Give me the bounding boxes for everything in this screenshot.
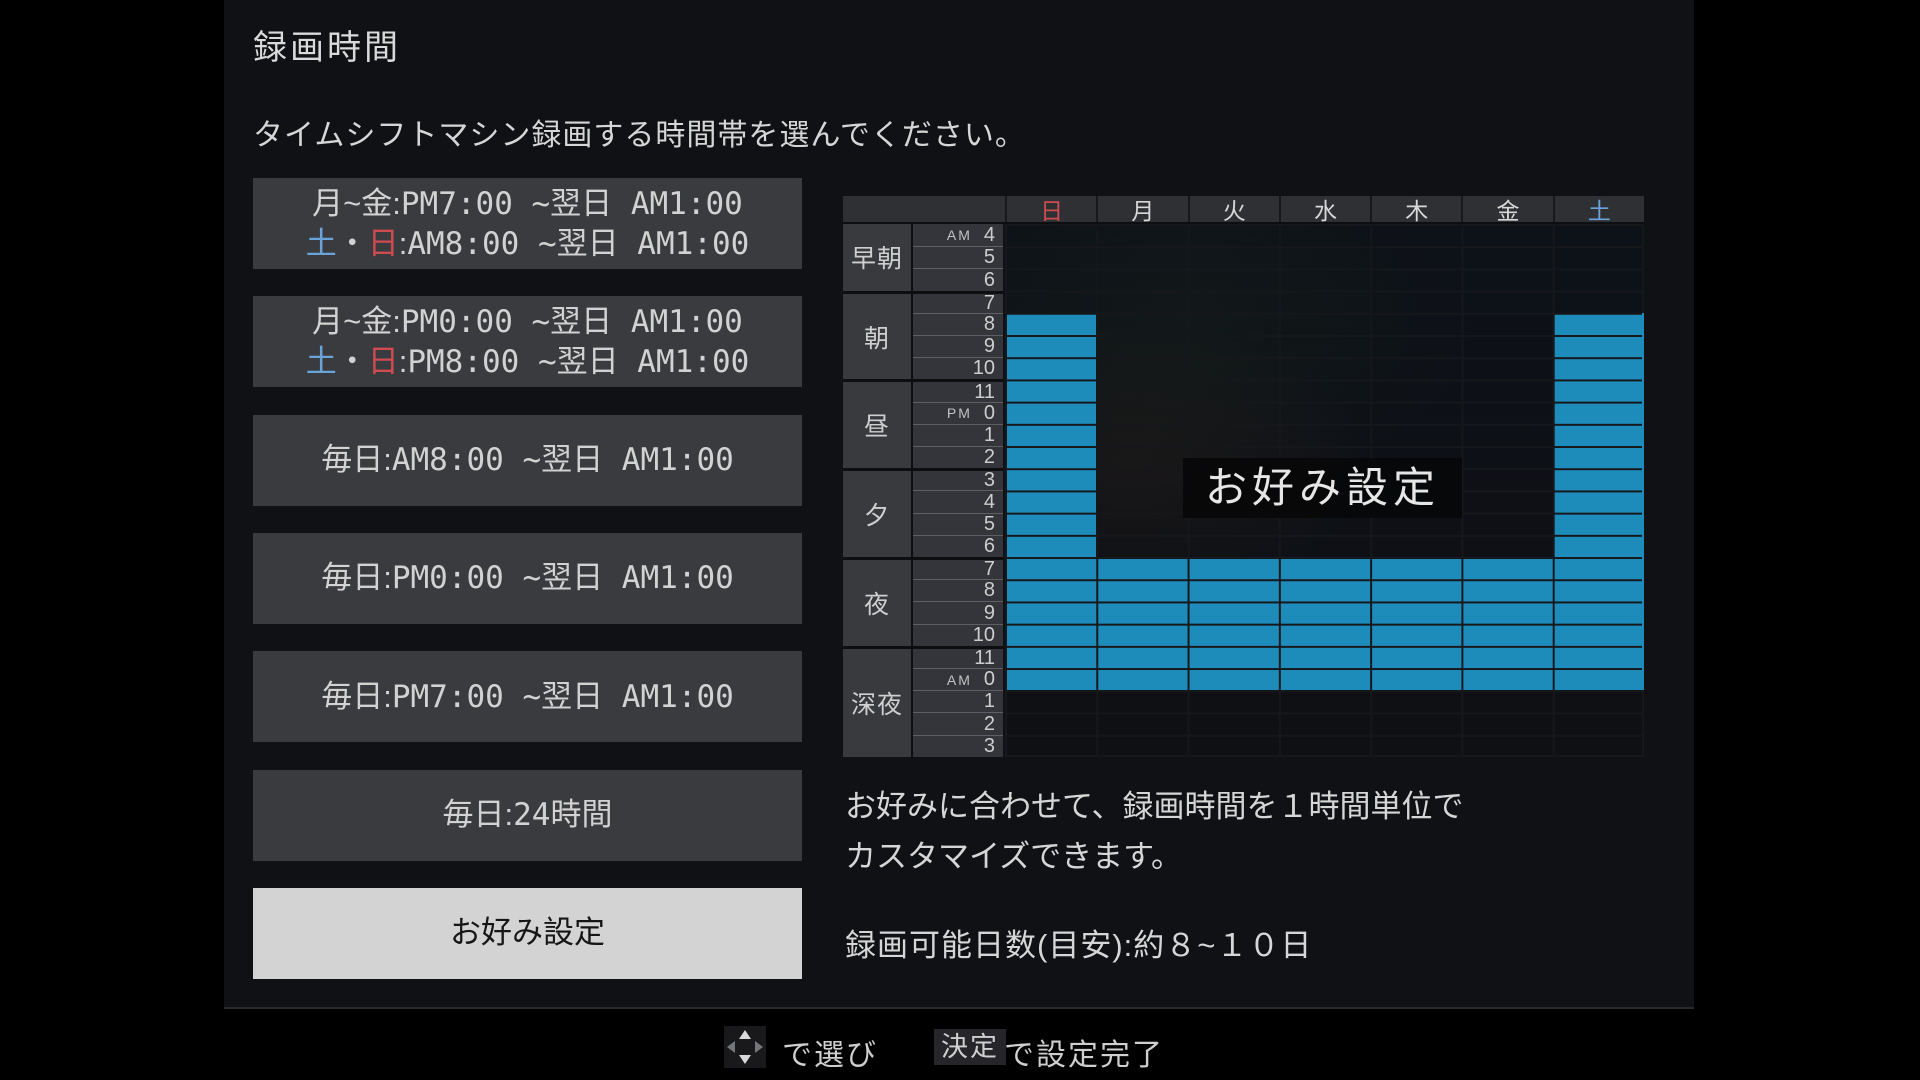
day-header-0: 日: [1005, 196, 1097, 224]
hour-row-label: 6: [913, 534, 1003, 557]
hour-row-label: 2: [913, 446, 1003, 468]
grid-left-columns: 早朝朝昼夕夜深夜 AM 4 5 6 7 8 9 10 11 PM 0 1 2 3 4 5 6 7 8 9 10 11 AM 0…: [843, 224, 1005, 757]
selected-hours-block: [1278, 557, 1371, 691]
hour-row-label: 2: [913, 712, 1003, 735]
customize-description: お好みに合わせて、録画時間を１時間単位で カスタマイズできます。: [845, 782, 1463, 882]
grid-corner-cell: [843, 196, 1005, 222]
hour-row-label: 3: [913, 734, 1003, 757]
complete-hint-label: で設定完了: [1004, 1039, 1164, 1072]
time-section-label: 夕: [843, 468, 911, 557]
meridiem-prefix: PM: [946, 405, 972, 422]
hour-row-label: 3: [913, 468, 1003, 491]
dpad-left-arrow-icon: [727, 1041, 735, 1053]
hour-row-label: 11: [913, 645, 1003, 669]
instruction-text: タイムシフトマシン録画する時間帯を選んでください。: [253, 119, 1026, 152]
day-header-6: 土: [1552, 196, 1644, 224]
hour-row-label: 11: [913, 379, 1003, 403]
day-header-2: 火: [1187, 196, 1279, 224]
hour-row-label: 6: [913, 268, 1003, 291]
dpad-right-arrow-icon: [755, 1041, 763, 1053]
hour-row-label: 1: [913, 423, 1003, 446]
recording-time-option-7[interactable]: お好み設定: [253, 887, 802, 979]
hour-row-label: 7: [913, 557, 1003, 580]
selected-hours-block: [1370, 557, 1462, 691]
time-section-label: 昼: [843, 379, 911, 468]
hour-row-label: AM 4: [946, 223, 995, 246]
hour-row-label: 7: [913, 290, 1003, 314]
option-line: 月~金:PM0:00 ~翌日 AM1:00: [312, 303, 743, 340]
decide-key-badge: 決定: [934, 1029, 1006, 1065]
option-line: 月~金:PM7:00 ~翌日 AM1:00: [312, 185, 743, 222]
hour-row-label: PM 0: [913, 401, 1003, 424]
footer-divider: [224, 1007, 1694, 1009]
hour-row-label: 9: [913, 601, 1003, 624]
hour-row-label: 10: [913, 357, 1003, 379]
recording-time-option-3[interactable]: 毎日:AM8:00 ~翌日 AM1:00: [253, 414, 802, 506]
time-section-label: 夜: [843, 557, 911, 646]
page-title: 録画時間: [253, 29, 401, 67]
day-header-5: 金: [1461, 196, 1553, 224]
selected-hours-block: [1461, 557, 1553, 691]
hour-row-label: 5: [913, 512, 1003, 535]
time-section-label: 朝: [843, 290, 911, 380]
selected-hours-block: [1552, 312, 1644, 691]
recordable-days-text: 録画可能日数(目安):約８~１０日: [845, 928, 1313, 963]
time-section-label: 早朝: [850, 245, 903, 274]
meridiem-prefix: AM: [946, 227, 972, 244]
option-line: お好み設定: [450, 915, 605, 951]
hour-row-label: 1: [913, 690, 1003, 712]
recording-time-option-4[interactable]: 毎日:PM0:00 ~翌日 AM1:00: [253, 532, 802, 624]
day-header-4: 木: [1370, 196, 1462, 224]
hour-row-label: 8: [913, 579, 1003, 601]
hour-row-label: 10: [913, 623, 1003, 646]
recording-time-option-2[interactable]: 月~金:PM0:00 ~翌日 AM1:00 土・日:PM8:00 ~翌日 AM1:…: [253, 296, 802, 388]
time-section-label: 深夜: [843, 645, 911, 757]
option-line: 毎日:24時間: [442, 797, 613, 833]
option-line: 土・日:AM8:00 ~翌日 AM1:00: [305, 225, 750, 262]
time-section-column: 早朝朝昼夕夜深夜: [843, 224, 913, 757]
day-header-1: 月: [1096, 196, 1188, 224]
meridiem-prefix: AM: [946, 671, 972, 688]
dpad-navigation-icon: [724, 1026, 766, 1068]
schedule-grid: 日月火水木金土 早朝朝昼夕夜深夜 AM 4 5 6 7 8 9 10 11 PM 0 1 2 3 4 5 6 7 8…: [843, 196, 1644, 757]
selected-hours-block: [1005, 312, 1097, 691]
hour-row-label: 4: [913, 490, 1003, 513]
option-line: 毎日:PM7:00 ~翌日 AM1:00: [321, 678, 734, 715]
selected-hours-block: [1187, 557, 1279, 691]
select-hint-label: で選び: [782, 1039, 878, 1072]
hour-label-column: AM 4 5 6 7 8 9 10 11 PM 0 1 2 3 4 5 6 7 8 9 10 11 AM 0 1 2 3: [913, 224, 1005, 757]
hour-row-label: AM 0: [913, 668, 1003, 690]
recording-time-option-6[interactable]: 毎日:24時間: [253, 769, 802, 861]
option-line: 土・日:PM8:00 ~翌日 AM1:00: [305, 343, 750, 380]
customize-description-line1: お好みに合わせて、録画時間を１時間単位で: [845, 789, 1464, 824]
recording-time-option-1[interactable]: 月~金:PM7:00 ~翌日 AM1:00 土・日:AM8:00 ~翌日 AM1:…: [253, 178, 802, 269]
option-line: 毎日:PM0:00 ~翌日 AM1:00: [321, 560, 734, 597]
dpad-down-arrow-icon: [739, 1055, 751, 1064]
option-line: 毎日:AM8:00 ~翌日 AM1:00: [321, 442, 734, 479]
hour-row-label: 8: [913, 312, 1003, 335]
day-header-row: 日月火水木金土: [843, 196, 1644, 224]
selected-hours-block: [1096, 557, 1188, 691]
day-header-3: 水: [1278, 196, 1371, 224]
hour-row-label: 9: [913, 335, 1003, 357]
customize-description-line2: カスタマイズできます。: [845, 839, 1182, 874]
custom-setting-overlay-label: お好み設定: [1183, 458, 1463, 518]
recording-time-option-5[interactable]: 毎日:PM7:00 ~翌日 AM1:00: [253, 651, 802, 743]
dpad-up-arrow-icon: [739, 1030, 751, 1039]
hour-row-label: 5: [913, 246, 1003, 268]
